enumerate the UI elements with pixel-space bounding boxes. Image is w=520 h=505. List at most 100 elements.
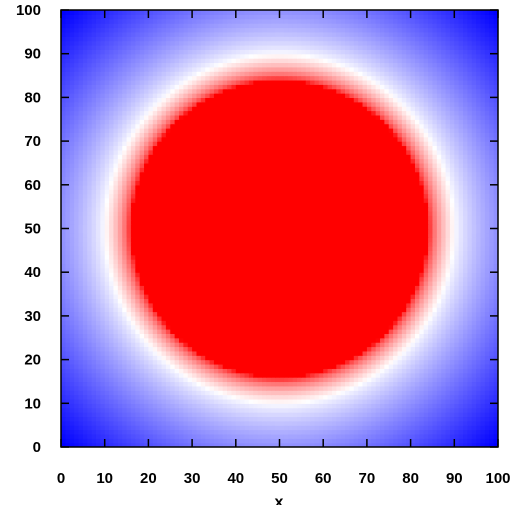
heatmap-cell [157, 259, 163, 265]
heatmap-cell [340, 276, 346, 282]
heatmap-cell [428, 259, 434, 265]
heatmap-cell [397, 355, 403, 361]
heatmap-cell [178, 307, 184, 313]
heatmap-cell [235, 294, 241, 300]
heatmap-cell [209, 420, 215, 426]
heatmap-cell [235, 250, 241, 256]
heatmap-cell [296, 294, 302, 300]
heatmap-cell [441, 298, 447, 304]
heatmap-cell [314, 232, 320, 238]
heatmap-cell [253, 433, 259, 439]
heatmap-cell [187, 289, 193, 295]
heatmap-cell [95, 289, 101, 295]
heatmap-cell [148, 372, 154, 378]
heatmap-cell [414, 294, 420, 300]
heatmap-cell [366, 267, 372, 273]
heatmap-cell [74, 394, 80, 400]
heatmap-cell [463, 346, 469, 352]
heatmap-cell [445, 254, 451, 260]
heatmap-cell [126, 381, 132, 387]
heatmap-cell [192, 420, 198, 426]
heatmap-cell [349, 342, 355, 348]
heatmap-cell [74, 254, 80, 260]
heatmap-cell [144, 363, 149, 369]
heatmap-cell [371, 368, 377, 374]
heatmap-cell [441, 272, 447, 278]
heatmap-cell [480, 337, 486, 343]
heatmap-cell [213, 320, 219, 326]
heatmap-cell [310, 394, 316, 400]
heatmap-cell [393, 272, 399, 278]
heatmap-cell [358, 416, 364, 422]
heatmap-cell [458, 425, 464, 431]
heatmap-cell [87, 294, 93, 300]
heatmap-cell [178, 394, 184, 400]
heatmap-cell [388, 342, 394, 348]
heatmap-cell [161, 329, 167, 334]
heatmap-cell [253, 359, 259, 365]
heatmap-cell [362, 280, 368, 286]
heatmap-cell [454, 433, 460, 439]
heatmap-cell [213, 272, 219, 278]
heatmap-cell [183, 311, 189, 317]
heatmap-cell [362, 398, 368, 404]
heatmap-cell [305, 442, 311, 447]
heatmap-cell [493, 315, 498, 321]
heatmap-cell [87, 245, 93, 251]
heatmap-cell [288, 442, 294, 447]
heatmap-cell [283, 377, 289, 383]
heatmap-cell [65, 377, 71, 383]
heatmap-cell [388, 289, 394, 295]
heatmap-cell [454, 302, 460, 308]
heatmap-cell [388, 442, 394, 447]
heatmap-cell [152, 390, 158, 396]
heatmap-cell [69, 359, 75, 365]
heatmap-cell [205, 403, 211, 409]
heatmap-cell [240, 280, 246, 286]
heatmap-cell [349, 329, 355, 334]
heatmap-cell [152, 337, 158, 343]
heatmap-cell [74, 228, 80, 234]
heatmap-cell [78, 267, 84, 273]
heatmap-cell [244, 342, 250, 348]
heatmap-cell [414, 254, 420, 260]
heatmap-cell [244, 298, 250, 304]
heatmap-cell [91, 324, 97, 330]
heatmap-cell [314, 350, 320, 356]
heatmap-cell [471, 438, 477, 444]
heatmap-cell [432, 355, 438, 361]
heatmap-cell [122, 254, 128, 260]
heatmap-cell [82, 425, 88, 431]
heatmap-cell [288, 429, 294, 435]
heatmap-cell [331, 280, 337, 286]
heatmap-cell [380, 420, 385, 426]
heatmap-cell [231, 381, 237, 387]
heatmap-cell [310, 416, 316, 422]
heatmap-cell [235, 276, 241, 282]
heatmap-cell [401, 342, 407, 348]
heatmap-cell [227, 232, 233, 238]
heatmap-cell [279, 359, 285, 365]
heatmap-cell [480, 372, 486, 378]
heatmap-cell [100, 346, 106, 352]
heatmap-cell [419, 294, 425, 300]
heatmap-cell [454, 355, 460, 361]
heatmap-cell [192, 429, 198, 435]
heatmap-cell [152, 342, 158, 348]
heatmap-cell [117, 329, 123, 334]
heatmap-cell [375, 381, 381, 387]
heatmap-cell [327, 311, 333, 317]
heatmap-cell [148, 398, 154, 404]
heatmap-cell [270, 416, 276, 422]
heatmap-cell [270, 311, 276, 317]
heatmap-cell [375, 337, 381, 343]
heatmap-cell [288, 346, 294, 352]
heatmap-cell [463, 324, 469, 330]
heatmap-cell [275, 276, 281, 282]
heatmap-cell [419, 403, 425, 409]
heatmap-cell [279, 302, 285, 308]
heatmap-cell [375, 245, 381, 251]
heatmap-cell [432, 403, 438, 409]
heatmap-cell [292, 263, 298, 269]
heatmap-cell [65, 302, 71, 308]
